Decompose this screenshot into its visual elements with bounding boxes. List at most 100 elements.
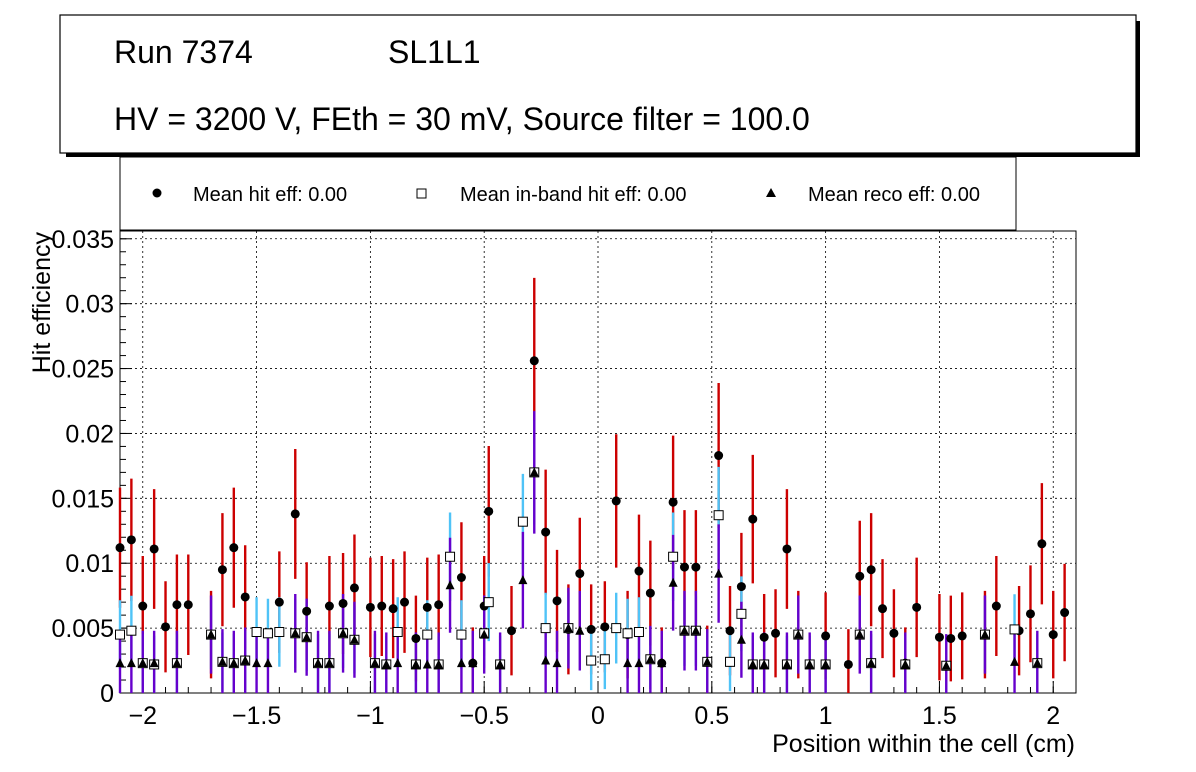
data-point-square xyxy=(262,628,273,639)
x-tick-label: −0.5 xyxy=(460,702,509,730)
data-point-circle xyxy=(691,562,701,572)
x-tick-label: −2 xyxy=(129,702,158,730)
legend-frame xyxy=(119,156,1017,231)
data-point-triangle xyxy=(445,580,455,590)
data-point-circle xyxy=(843,659,853,669)
data-point-circle xyxy=(172,600,182,610)
data-point-circle xyxy=(586,624,596,634)
data-point-triangle xyxy=(229,658,239,668)
data-point-triangle xyxy=(782,659,792,669)
data-point-triangle xyxy=(338,628,348,638)
data-point-circle xyxy=(1048,630,1058,640)
data-point-circle xyxy=(679,562,689,572)
data-point-circle xyxy=(748,514,758,524)
data-point-circle xyxy=(771,628,781,638)
data-point-triangle xyxy=(714,568,724,578)
data-point-square xyxy=(483,597,494,608)
data-point-triangle xyxy=(691,625,701,635)
data-point-triangle xyxy=(793,629,803,639)
data-point-circle xyxy=(1037,539,1047,549)
data-point-triangle xyxy=(172,658,182,668)
data-point-triangle xyxy=(393,658,403,668)
data-point-circle xyxy=(302,606,312,616)
data-point-square xyxy=(115,629,125,640)
data-point-circle xyxy=(324,601,334,611)
y-tick-label: 0.025 xyxy=(51,356,114,384)
data-point-square xyxy=(599,654,610,665)
data-point-triangle xyxy=(541,655,551,665)
data-point-square xyxy=(713,510,724,521)
data-point-square xyxy=(1009,624,1020,635)
data-point-triangle xyxy=(759,659,769,669)
data-point-triangle xyxy=(748,659,758,669)
data-point-circle xyxy=(274,597,284,607)
data-point-circle xyxy=(575,569,585,579)
data-point-triangle xyxy=(855,629,865,639)
data-point-triangle xyxy=(263,658,273,668)
legend-label-hit: Mean hit eff: 0.00 xyxy=(193,184,347,206)
data-point-circle xyxy=(183,600,193,610)
data-point-triangle xyxy=(149,658,159,668)
x-tick-label: 2 xyxy=(1046,702,1060,730)
data-point-triangle xyxy=(657,658,667,668)
run-label: Run 7374 xyxy=(114,34,253,70)
data-point-triangle xyxy=(866,658,876,668)
x-tick-label: 1 xyxy=(819,702,833,730)
data-point-triangle xyxy=(980,629,990,639)
data-point-triangle xyxy=(552,658,562,668)
x-tick-label: −1 xyxy=(356,702,385,730)
x-axis-label: Position within the cell (cm) xyxy=(772,730,1075,758)
data-point-triangle xyxy=(821,659,831,669)
data-point-circle xyxy=(957,631,967,641)
data-point-circle xyxy=(821,631,831,641)
data-point-square xyxy=(586,655,597,666)
legend-square-marker xyxy=(416,188,427,199)
data-point-triangle xyxy=(575,625,585,635)
data-point-square xyxy=(725,656,736,667)
y-tick-label: 0 xyxy=(100,680,114,708)
data-point-triangle xyxy=(668,577,678,587)
data-point-circle xyxy=(422,602,432,612)
data-point-circle xyxy=(217,565,227,575)
legend: Mean hit eff: 0.00 Mean in-band hit eff:… xyxy=(119,156,1017,231)
data-point-circle xyxy=(1060,608,1070,618)
data-point-triangle xyxy=(411,659,421,669)
legend-circle-marker xyxy=(152,188,162,198)
data-point-circle xyxy=(240,592,250,602)
data-point-triangle xyxy=(495,659,505,669)
data-point-triangle xyxy=(563,623,573,633)
data-point-triangle xyxy=(941,660,951,670)
y-tick-label: 0.01 xyxy=(65,550,114,578)
data-point-circle xyxy=(668,497,678,507)
data-point-triangle xyxy=(370,658,380,668)
data-point-triangle xyxy=(805,659,815,669)
data-point-circle xyxy=(161,622,171,632)
data-point-square xyxy=(611,623,622,634)
data-point-circle xyxy=(229,543,239,553)
data-point-circle xyxy=(349,583,359,593)
legend-label-inband: Mean in-band hit eff: 0.00 xyxy=(460,184,686,206)
data-point-circle xyxy=(736,582,746,592)
y-tick-label: 0.035 xyxy=(51,226,114,254)
data-point-circle xyxy=(149,544,159,554)
data-point-circle xyxy=(434,600,444,610)
data-point-triangle xyxy=(434,659,444,669)
data-point-triangle xyxy=(518,575,528,585)
data-point-triangle xyxy=(468,658,478,668)
data-point-circle xyxy=(365,602,375,612)
x-tick-label: 1.5 xyxy=(922,702,957,730)
y-tick-label: 0.005 xyxy=(51,615,114,643)
data-point-circle xyxy=(456,573,466,582)
data-point-circle xyxy=(725,626,735,636)
x-tick-label: −1.5 xyxy=(232,702,281,730)
data-point-triangle xyxy=(679,625,689,635)
data-point-circle xyxy=(855,571,865,581)
data-point-circle xyxy=(377,601,387,611)
data-point-circle xyxy=(138,601,148,611)
data-point-triangle xyxy=(324,658,334,668)
data-point-triangle xyxy=(900,659,910,669)
data-point-triangle xyxy=(1010,656,1020,666)
data-point-triangle xyxy=(702,656,712,666)
data-point-circle xyxy=(946,633,956,643)
